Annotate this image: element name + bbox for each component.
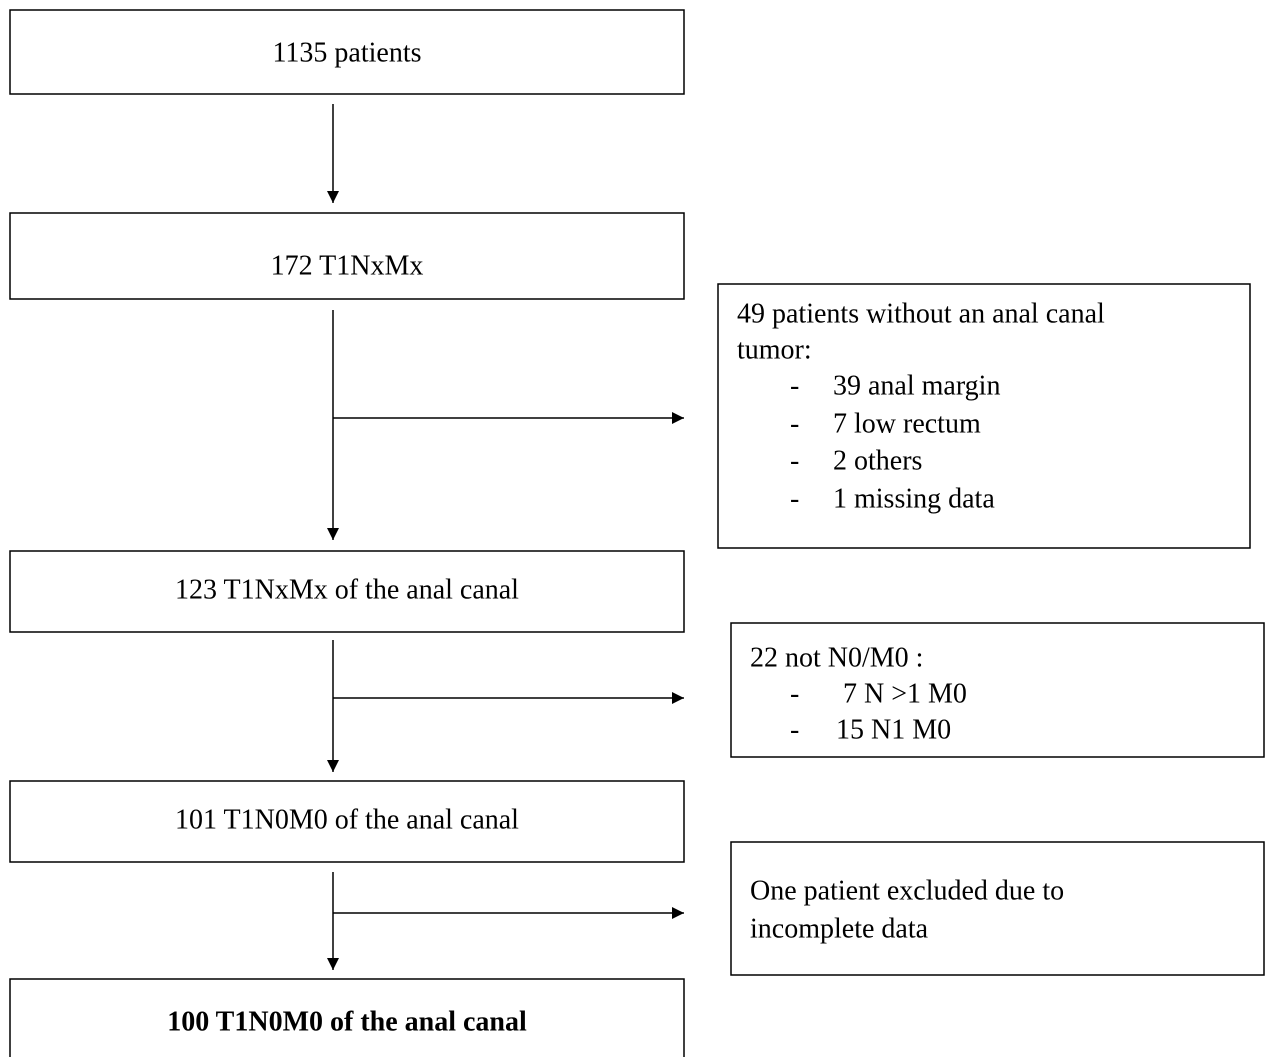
exclusion-text: 22 not N0/M0 : xyxy=(750,642,923,673)
exclusion-text: incomplete data xyxy=(750,913,929,944)
flow-box xyxy=(9,212,685,300)
bullet: - xyxy=(790,445,799,476)
exclusion-item: 1 missing data xyxy=(833,483,995,514)
exclusion-item: 2 others xyxy=(833,445,922,476)
bullet: - xyxy=(790,714,799,745)
flow-box xyxy=(9,978,685,1057)
exclusion-text: One patient excluded due to xyxy=(750,875,1064,906)
flow-box xyxy=(9,780,685,863)
exclusion-box xyxy=(730,622,1265,758)
flow-label: 1135 patients xyxy=(272,37,421,68)
exclusion-item: 39 anal margin xyxy=(833,370,1000,401)
flow-label: 123 T1NxMx of the anal canal xyxy=(175,574,519,605)
exclusion-box xyxy=(717,283,1251,549)
exclusion-text: tumor: xyxy=(737,334,812,365)
exclusion-box xyxy=(730,841,1265,976)
exclusion-item: 15 N1 M0 xyxy=(836,714,951,745)
flow-box xyxy=(9,9,685,95)
flow-label: 172 T1NxMx xyxy=(271,250,424,281)
exclusion-text: 49 patients without an anal canal xyxy=(737,298,1105,329)
bullet: - xyxy=(790,483,799,514)
bullet: - xyxy=(790,370,799,401)
flow-label: 100 T1N0M0 of the anal canal xyxy=(167,1006,527,1037)
bullet: - xyxy=(790,408,799,439)
exclusion-item: 7 low rectum xyxy=(833,408,981,439)
flow-label: 101 T1N0M0 of the anal canal xyxy=(175,804,519,835)
flow-box xyxy=(9,550,685,633)
exclusion-item: 7 N >1 M0 xyxy=(843,678,967,709)
bullet: - xyxy=(790,678,799,709)
